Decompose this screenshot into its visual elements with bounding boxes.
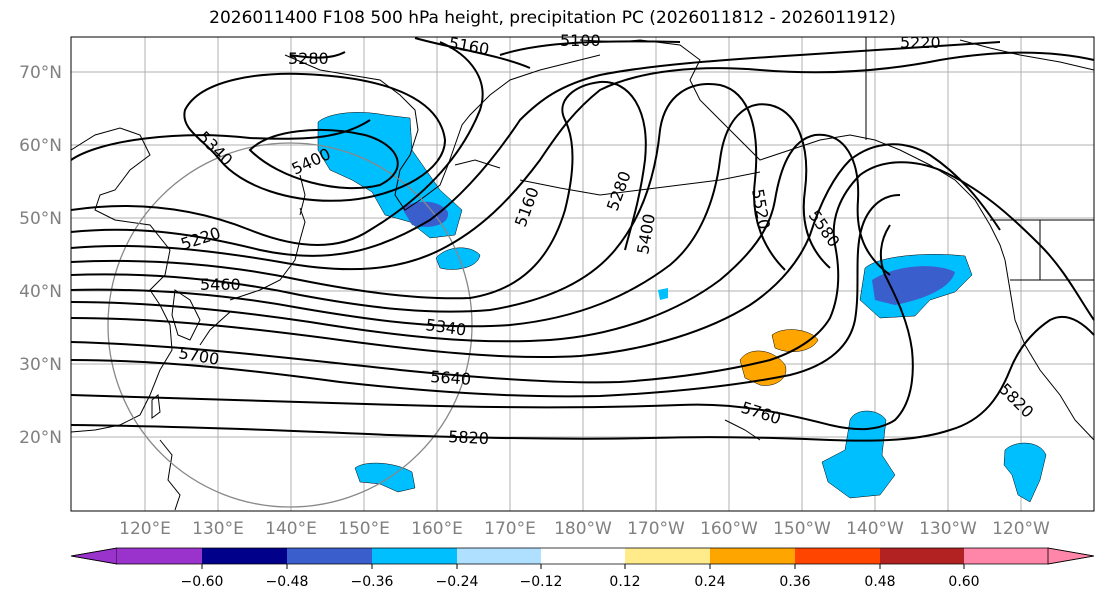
colorbar-tick-label: 0.36 bbox=[779, 574, 810, 590]
contour-label: 5280 bbox=[288, 49, 329, 68]
contour-5280-trough bbox=[70, 51, 1095, 271]
precip-neg-subtrop-1 bbox=[821, 410, 896, 499]
colorbar-tick-label: −0.12 bbox=[520, 574, 563, 590]
contour-5580 bbox=[70, 143, 1001, 359]
coast-hawaii bbox=[724, 419, 761, 441]
contour-5520 bbox=[70, 133, 891, 343]
lat-label: 50°N bbox=[19, 209, 62, 229]
colorbar-segment bbox=[202, 548, 287, 564]
lon-label: 150°W bbox=[773, 519, 831, 539]
lon-label: 120°W bbox=[992, 519, 1050, 539]
contour-5340 bbox=[70, 80, 647, 300]
lat-label: 70°N bbox=[19, 63, 62, 83]
coast-na-west bbox=[1004, 259, 1095, 441]
colorbar-tick-label: −0.36 bbox=[351, 574, 394, 590]
coast-kamchatka bbox=[284, 54, 601, 211]
lat-label: 60°N bbox=[19, 136, 62, 156]
colorbar-tick-label: 0.48 bbox=[864, 574, 895, 590]
contour-5460 bbox=[70, 103, 831, 328]
lat-label: 40°N bbox=[19, 282, 62, 302]
lon-label: 160°E bbox=[411, 519, 463, 539]
contour-label: 5460 bbox=[200, 275, 241, 294]
colorbar-segment bbox=[710, 548, 795, 564]
distance-circle bbox=[107, 142, 473, 508]
colorbar-segment bbox=[795, 548, 880, 564]
lon-label: 140°E bbox=[265, 519, 317, 539]
contour-5400 bbox=[70, 83, 786, 313]
precip-neg-tiny bbox=[658, 288, 668, 300]
colorbar-segment bbox=[117, 548, 202, 564]
coast-japan bbox=[199, 207, 306, 346]
colorbar-high-extend bbox=[1047, 547, 1095, 565]
precip-neg-core-1 bbox=[402, 201, 449, 227]
lon-label: 130°E bbox=[192, 519, 244, 539]
colorbar-tick-label: −0.24 bbox=[436, 574, 479, 590]
lon-label: 160°W bbox=[700, 519, 758, 539]
lon-label: 170°E bbox=[484, 519, 536, 539]
contour-trough-2 bbox=[70, 119, 371, 161]
precip-neg-core-2 bbox=[872, 266, 955, 305]
longitude-labels: 120°E 130°E 140°E 150°E 160°E 170°E 180°… bbox=[119, 519, 1050, 539]
contour-5700 bbox=[70, 194, 901, 398]
contour-5640 bbox=[70, 161, 1095, 384]
contour-label: 5820 bbox=[448, 427, 490, 448]
lon-label: 150°E bbox=[338, 519, 390, 539]
contour-5280-north bbox=[289, 51, 346, 59]
precip-pos-1 bbox=[739, 350, 787, 386]
contour-5340-low bbox=[183, 72, 447, 202]
lon-label: 180°W bbox=[554, 519, 612, 539]
colorbar-low-extend bbox=[70, 547, 118, 565]
colorbar-tick-label: −0.60 bbox=[181, 574, 224, 590]
latitude-labels: 70°N 60°N 50°N 40°N 30°N 20°N bbox=[19, 63, 62, 448]
precip-neg-small-1 bbox=[435, 247, 481, 270]
contour-5100 bbox=[499, 40, 681, 56]
contour-label: 5640 bbox=[430, 367, 472, 389]
height-contours bbox=[70, 37, 1095, 442]
contour-5400-low bbox=[248, 129, 399, 190]
contour-trough-1 bbox=[70, 41, 484, 246]
lon-label: 120°E bbox=[119, 519, 171, 539]
coast-philippines bbox=[159, 439, 181, 511]
lon-label: 130°W bbox=[919, 519, 977, 539]
na-interior-borders bbox=[865, 37, 1094, 281]
colorbar-tick-label: 0.12 bbox=[609, 574, 640, 590]
contour-5220-west bbox=[70, 41, 1001, 257]
contour-5820 bbox=[70, 315, 1095, 442]
contour-5760 bbox=[70, 224, 914, 431]
colorbar-tick-label: 0.24 bbox=[694, 574, 725, 590]
colorbar-tick-label: −0.48 bbox=[266, 574, 309, 590]
map-title: 2026011400 F108 500 hPa height, precipit… bbox=[209, 8, 896, 28]
coast-asia-east bbox=[70, 127, 173, 433]
lon-label: 140°W bbox=[846, 519, 904, 539]
colorbar-segment bbox=[287, 548, 372, 564]
colorbar-segment bbox=[372, 548, 457, 564]
lat-label: 30°N bbox=[19, 355, 62, 375]
colorbar-segment bbox=[457, 548, 541, 564]
contour-label: 5100 bbox=[560, 31, 601, 50]
colorbar-segment bbox=[541, 548, 625, 564]
coast-alaska bbox=[639, 39, 1006, 261]
coast-sakhalin bbox=[299, 174, 306, 216]
contour-5160 bbox=[414, 37, 531, 69]
colorbar: −0.60 −0.48 −0.36 −0.24 −0.12 0.12 0.24 … bbox=[70, 547, 1095, 590]
precipitation-shading bbox=[317, 112, 1047, 503]
lat-label: 20°N bbox=[19, 428, 62, 448]
contour-label: 5220 bbox=[900, 33, 941, 52]
colorbar-tick-label: 0.60 bbox=[948, 574, 979, 590]
colorbar-segment bbox=[625, 548, 710, 564]
precip-neg-subtrop-2 bbox=[1003, 442, 1047, 503]
lon-label: 170°W bbox=[627, 519, 685, 539]
map-frame bbox=[70, 36, 1095, 512]
colorbar-outline bbox=[70, 547, 1095, 565]
coast-korea bbox=[171, 289, 201, 341]
colorbar-segment bbox=[880, 548, 964, 564]
precip-pos-2 bbox=[771, 329, 819, 352]
colorbar-segment bbox=[964, 548, 1048, 564]
